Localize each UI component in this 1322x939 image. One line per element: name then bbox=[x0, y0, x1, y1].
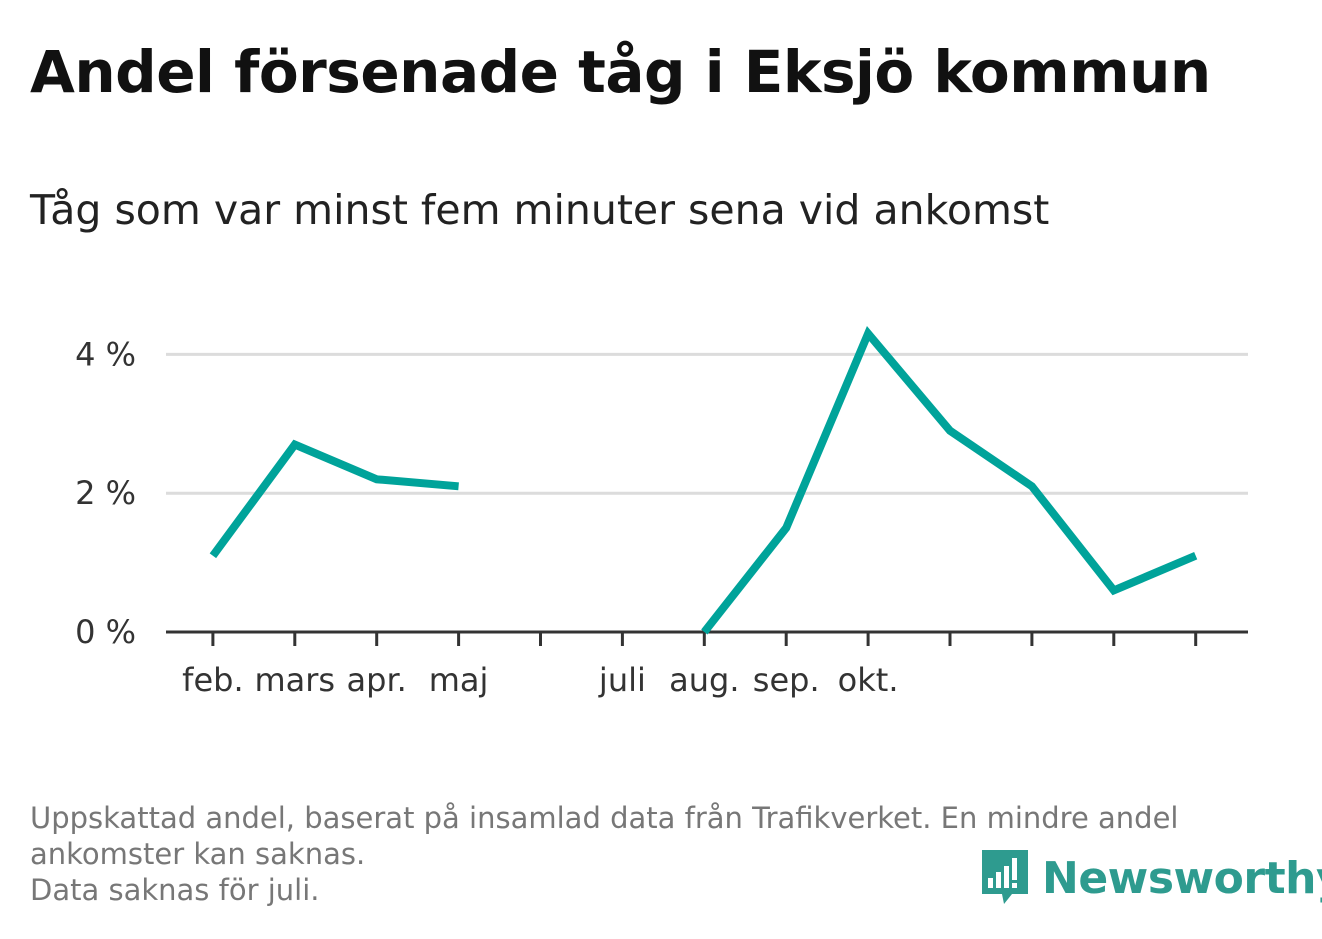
x-tick-label: aug. bbox=[669, 661, 739, 699]
newsworthy-logo: Newsworthy bbox=[980, 848, 1322, 908]
chart-subtitle: Tåg som var minst fem minuter sena vid a… bbox=[30, 186, 1050, 234]
footnote-line: Data saknas för juli. bbox=[30, 873, 320, 907]
x-tick-label: feb. bbox=[182, 661, 243, 699]
series-line-segment bbox=[701, 326, 1198, 635]
y-tick-label: 0 % bbox=[75, 613, 136, 651]
newsworthy-logo-icon bbox=[982, 850, 1028, 904]
footnote-line: ankomster kan saknas. bbox=[30, 837, 366, 871]
footnote: Uppskattad andel, baserat på insamlad da… bbox=[30, 800, 1290, 908]
x-tick-label: mars bbox=[254, 661, 335, 699]
y-tick-label: 2 % bbox=[75, 474, 136, 512]
x-tick-label: apr. bbox=[347, 661, 407, 699]
x-tick-label: maj bbox=[429, 661, 489, 699]
logo-text: Newsworthy bbox=[1042, 852, 1322, 904]
chart-title: Andel försenade tåg i Eksjö kommun bbox=[30, 38, 1211, 106]
x-tick-label: okt. bbox=[838, 661, 899, 699]
x-tick-label: sep. bbox=[753, 661, 820, 699]
footnote-line: Uppskattad andel, baserat på insamlad da… bbox=[30, 801, 1179, 835]
y-tick-label: 4 % bbox=[75, 335, 136, 373]
x-tick-label: juli bbox=[598, 661, 646, 699]
series-line-segment bbox=[209, 439, 459, 559]
